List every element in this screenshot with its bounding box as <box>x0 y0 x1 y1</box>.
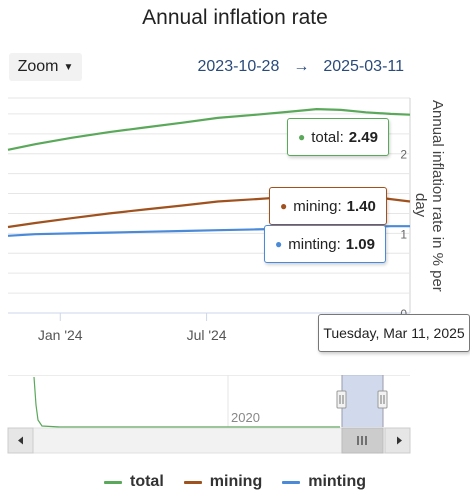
y-axis-label-svg: Annual inflation rate in % per day <box>413 100 446 292</box>
y-tick-label: 1 <box>400 227 407 241</box>
series-line-total[interactable] <box>7 108 411 151</box>
tooltip-mining-value: 1.40 <box>346 197 376 215</box>
legend-item-mining[interactable]: mining <box>183 473 263 491</box>
navigator-series-line <box>33 376 340 428</box>
navigator[interactable]: 2020 <box>0 375 470 455</box>
navigator-mask <box>342 375 383 427</box>
legend-swatch-mining <box>183 480 202 484</box>
date-range: 2023-10-28 → 2025-03-11 <box>198 58 405 76</box>
navigator-handle-right[interactable] <box>377 390 388 409</box>
x-tick-label: Jan '24 <box>38 327 83 343</box>
range-start-input[interactable]: 2023-10-28 <box>197 58 280 75</box>
legend-label-minting: minting <box>308 473 366 490</box>
y-tick-label: 2 <box>400 148 407 162</box>
legend: total mining minting <box>0 473 470 491</box>
tooltip-minting-value: 1.09 <box>345 235 375 253</box>
navigator-year-label: 2020 <box>231 410 260 425</box>
zoom-label: Zoom <box>17 58 59 75</box>
minting-dot-icon: ● <box>275 237 283 251</box>
legend-label-mining: mining <box>209 473 263 490</box>
arrow-right-icon <box>397 436 402 445</box>
x-axis-ticks: Jan '24 Jul '24 <box>38 313 227 343</box>
navigator-handle-left[interactable] <box>336 390 347 409</box>
tooltip-date: Tuesday, Mar 11, 2025 <box>318 314 470 352</box>
y-axis-label-line1: Annual inflation rate in % per <box>429 100 446 292</box>
tooltip-mining-name: mining <box>293 197 338 215</box>
tooltip-total: ● total: 2.49 <box>287 118 389 156</box>
caret-down-icon: ▼ <box>63 61 74 73</box>
y-axis-label-line2: day <box>413 193 429 218</box>
range-end-input[interactable]: 2025-03-11 <box>323 58 404 75</box>
range-arrow: → <box>293 58 310 75</box>
legend-swatch-total <box>104 480 122 484</box>
legend-label-total: total <box>130 473 164 490</box>
mining-dot-icon: ● <box>280 199 288 213</box>
x-tick-label: Jul '24 <box>187 327 227 343</box>
chart-title: Annual inflation rate <box>142 6 328 29</box>
tooltip-total-name: total <box>311 128 340 146</box>
tooltip-minting-name: minting <box>288 235 337 253</box>
tooltip-total-value: 2.49 <box>348 128 378 146</box>
tooltip-mining: ● mining: 1.40 <box>269 187 387 225</box>
zoom-dropdown[interactable]: Zoom ▼ <box>9 53 82 81</box>
legend-item-minting[interactable]: minting <box>282 473 366 491</box>
arrow-left-icon <box>18 436 23 445</box>
legend-swatch-minting <box>282 480 301 484</box>
scrollbar[interactable] <box>7 427 411 454</box>
total-dot-icon: ● <box>298 130 306 144</box>
tooltip-minting: ● minting: 1.09 <box>264 225 386 263</box>
legend-item-total[interactable]: total <box>104 473 164 491</box>
